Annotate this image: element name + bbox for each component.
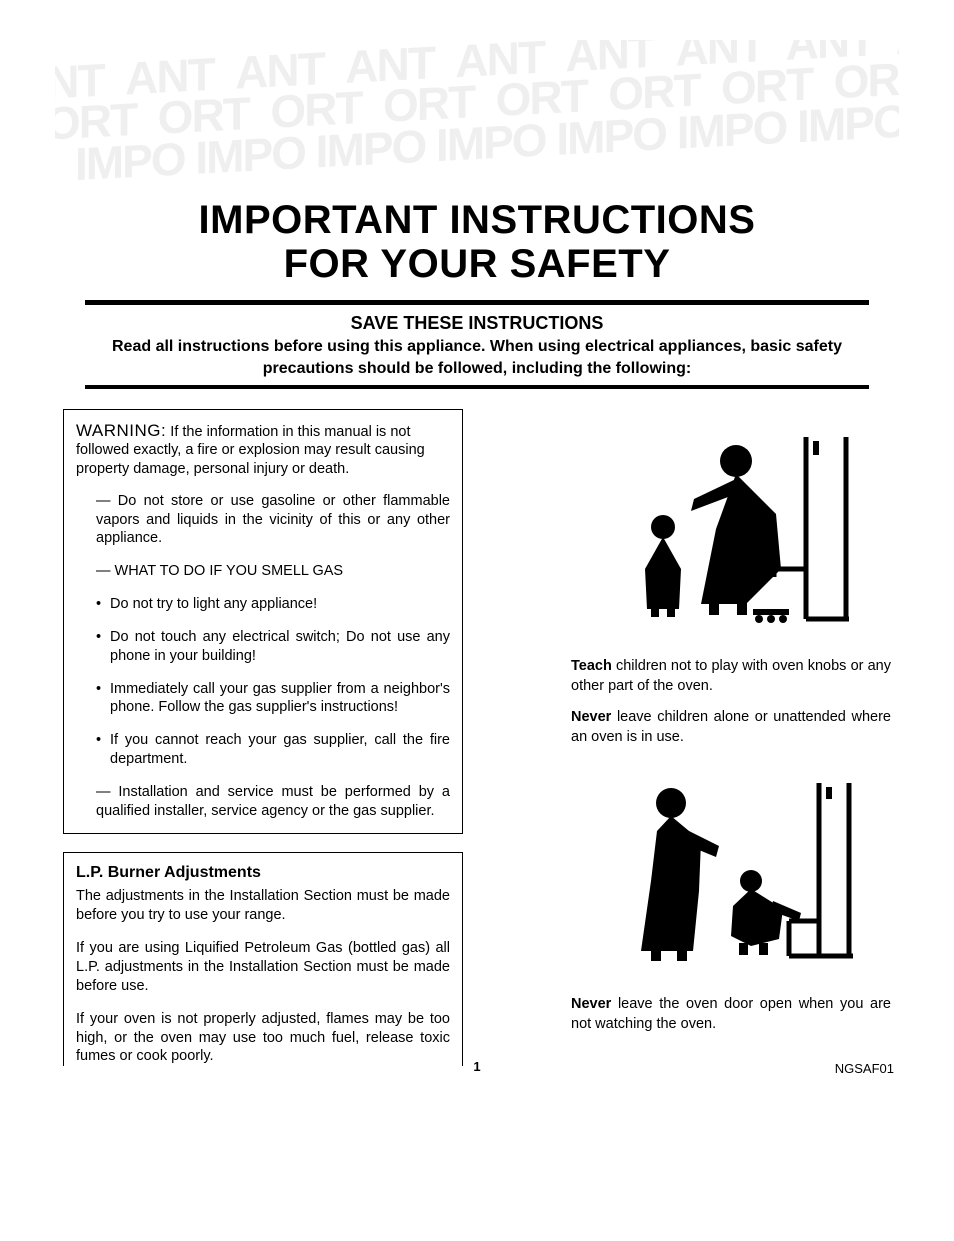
- warning-bullet: Do not try to light any appliance!: [96, 595, 450, 614]
- caption-1a-bold: Teach: [571, 658, 612, 674]
- warning-dash-1: — Do not store or use gasoline or other …: [96, 492, 450, 549]
- subheading: SAVE THESE INSTRUCTIONS: [85, 313, 869, 334]
- lp-para-3: If your oven is not properly adjusted, f…: [76, 1010, 450, 1067]
- safety-illustration-2-icon: [601, 771, 861, 971]
- title-line-2: FOR YOUR SAFETY: [284, 242, 671, 286]
- caption-1a: Teach children not to play with oven kno…: [571, 657, 891, 696]
- warning-dash-3: — Installation and service must be perfo…: [96, 783, 450, 821]
- warning-dash-2: — WHAT TO DO IF YOU SMELL GAS: [96, 562, 450, 581]
- intro-text: Read all instructions before using this …: [85, 336, 869, 379]
- divider-top: [85, 300, 869, 305]
- document-page: ANT ANT ANT ANT ANT ANT ANT ANT ANT ORT …: [0, 0, 954, 1106]
- warning-bullet: If you cannot reach your gas supplier, c…: [96, 731, 450, 769]
- warning-bullet-list: Do not try to light any appliance! Do no…: [96, 595, 450, 769]
- two-column-layout: WARNING: If the information in this manu…: [63, 409, 891, 1066]
- lp-burner-box: L.P. Burner Adjustments The adjustments …: [63, 852, 463, 1067]
- warning-bullet: Immediately call your gas supplier from …: [96, 680, 450, 718]
- lp-para-1: The adjustments in the Installation Sect…: [76, 887, 450, 925]
- caption-1b: Never leave children alone or un­attende…: [571, 708, 891, 747]
- warning-bullet: Do not touch any electrical switch; Do n…: [96, 628, 450, 666]
- warning-box: WARNING: If the information in this manu…: [63, 409, 463, 833]
- caption-1b-bold: Never: [571, 709, 611, 725]
- safety-illustration-1-icon: [601, 419, 861, 639]
- title-line-1: IMPORTANT INSTRUCTIONS: [199, 198, 756, 242]
- caption-2: Never leave the oven door open when you …: [571, 995, 891, 1034]
- right-column: Teach children not to play with oven kno…: [571, 409, 891, 1066]
- lp-title: L.P. Burner Adjustments: [76, 863, 450, 884]
- caption-1b-text: leave children alone or un­attended wher…: [571, 709, 891, 745]
- page-number: 1: [473, 1059, 480, 1074]
- caption-1a-text: children not to play with oven knobs or …: [571, 658, 891, 694]
- caption-2-text: leave the oven door open when you are no…: [571, 996, 891, 1032]
- lp-para-2: If you are using Liquified Petroleum Gas…: [76, 939, 450, 996]
- watermark-banner: ANT ANT ANT ANT ANT ANT ANT ANT ANT ORT …: [55, 40, 899, 190]
- caption-2-bold: Never: [571, 996, 611, 1012]
- page-title: IMPORTANT INSTRUCTIONS FOR YOUR SAFETY: [55, 198, 899, 286]
- divider-bottom: [85, 385, 869, 389]
- warning-label: WARNING:: [76, 421, 166, 440]
- left-column: WARNING: If the information in this manu…: [63, 409, 463, 1066]
- document-code: NGSAF01: [835, 1061, 894, 1076]
